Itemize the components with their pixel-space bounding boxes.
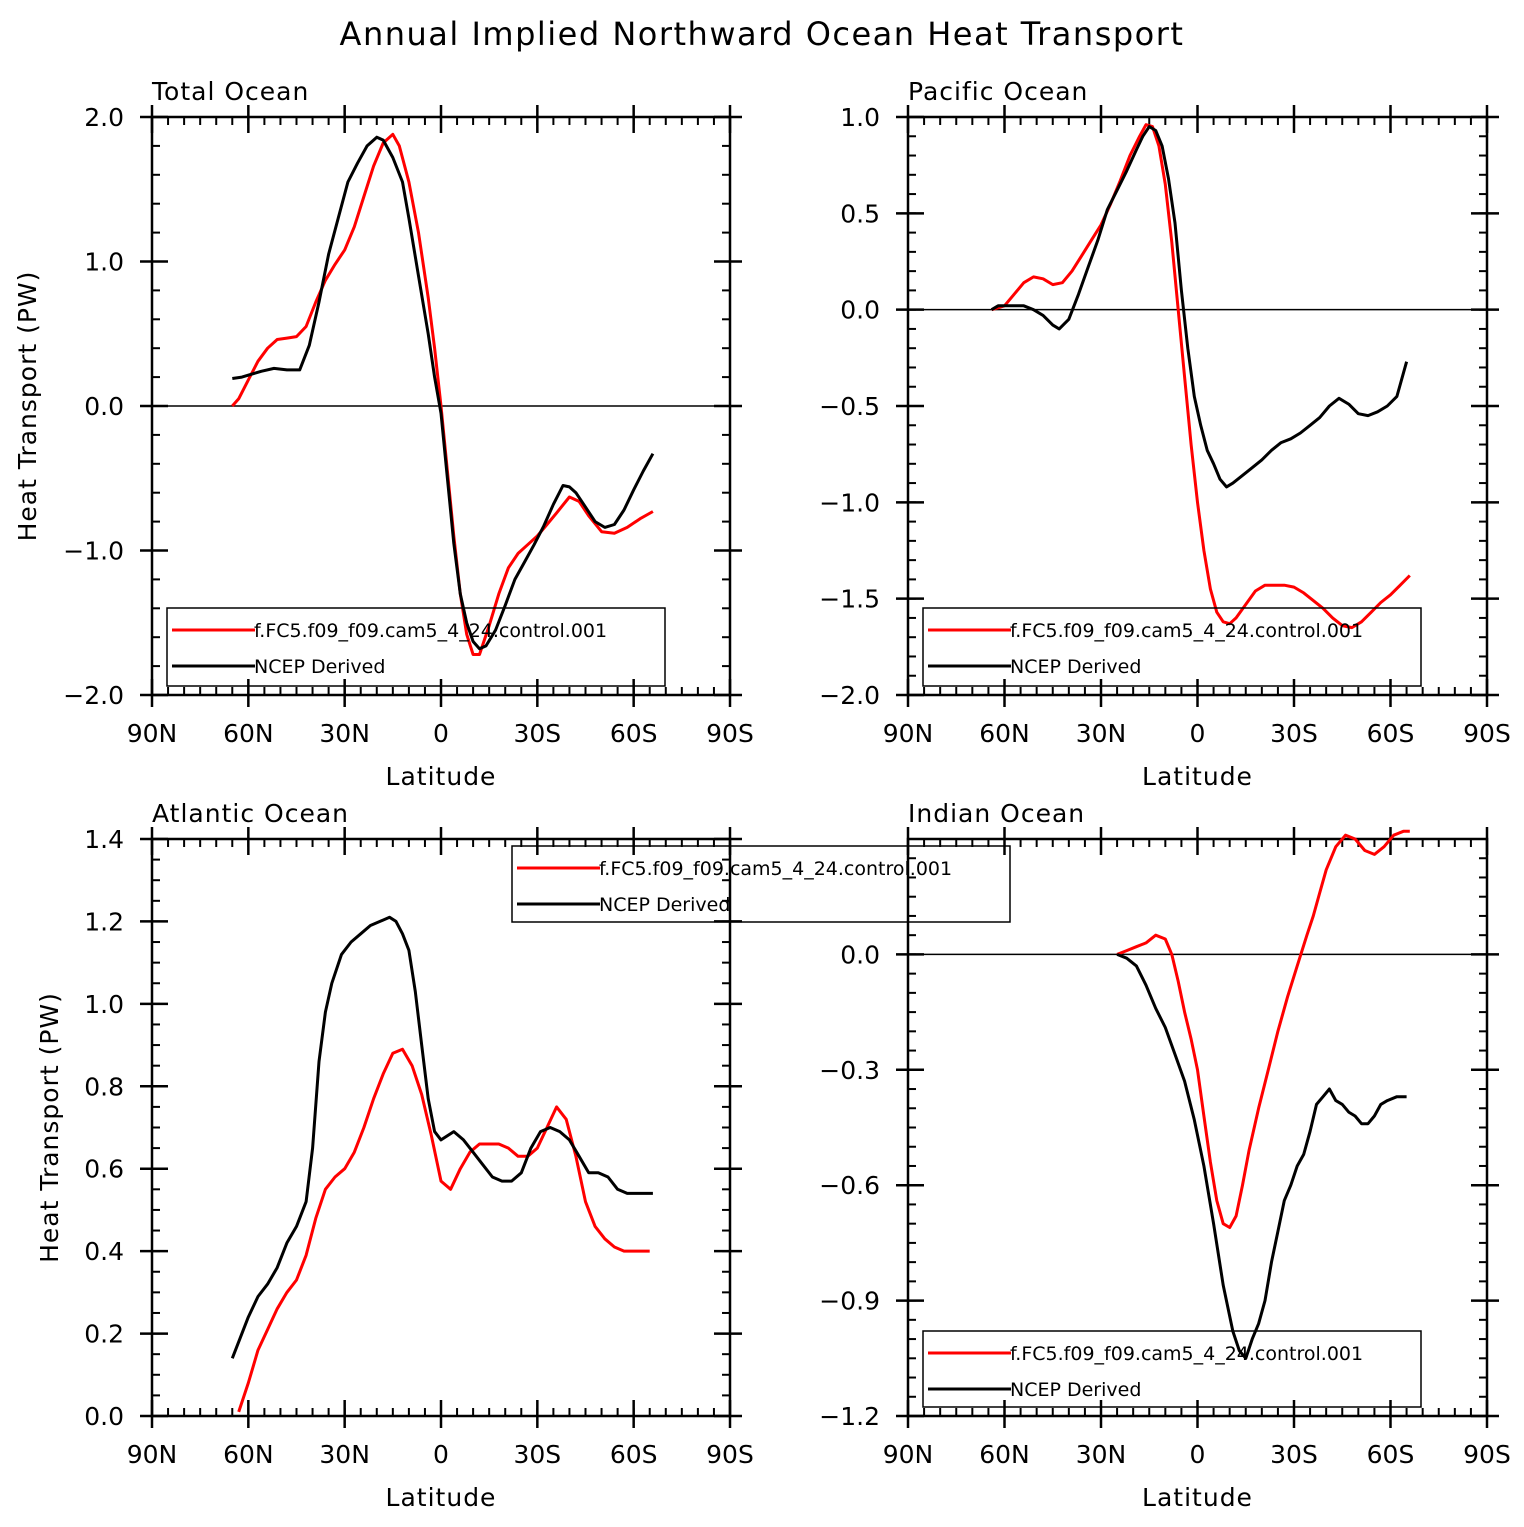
x-axis-label: Latitude [1142, 762, 1253, 791]
y-tick-label: 1.0 [84, 990, 124, 1019]
y-tick-label: −2.0 [63, 681, 124, 710]
x-tick-label: 90S [1463, 719, 1511, 748]
x-axis-label: Latitude [1142, 1483, 1253, 1512]
x-tick-label: 60S [610, 719, 658, 748]
y-tick-label: 0.0 [840, 296, 880, 325]
legend-box [166, 607, 666, 687]
y-tick-label: −1.0 [63, 537, 124, 566]
figure-title: Annual Implied Northward Ocean Heat Tran… [340, 15, 1185, 53]
y-tick-label: 0.5 [840, 199, 880, 228]
y-tick-label: −1.0 [819, 488, 880, 517]
series-line-ncep [230, 915, 653, 1359]
plot-frame [906, 837, 1489, 1418]
panel-title: Atlantic Ocean [152, 799, 349, 828]
y-tick-label: −0.9 [819, 1287, 880, 1316]
panel-title: Total Ocean [151, 77, 309, 106]
y-tick-label: 1.0 [84, 248, 124, 277]
legend: f.FC5.f09_f09.cam5_4_24.control.001 NCEP … [922, 607, 1422, 687]
series-line-ncep [1116, 953, 1407, 1360]
x-axis-label: Latitude [386, 1483, 497, 1512]
legend-box [922, 607, 1422, 687]
x-tick-label: 90N [883, 1440, 934, 1469]
y-tick-label: 0.0 [84, 1402, 124, 1431]
panel-total-ocean: −2.0 −1.0 0.0 1.0 2.0 90N 60N 30N 0 30S 60S 90S Tota… [13, 77, 754, 791]
panel-atlantic-ocean: 0.0 0.2 0.4 0.6 0.8 1.0 1.2 1.4 90N 60N 30N 0 30S 60S… [35, 799, 1011, 1512]
x-tick-label: 60N [979, 1440, 1030, 1469]
legend-box [922, 1330, 1422, 1408]
y-tick-label: −1.5 [819, 585, 880, 614]
x-tick-label: 60N [223, 1440, 274, 1469]
series-line-model [237, 1047, 650, 1413]
y-tick-label: 0.0 [84, 392, 124, 421]
x-tick-label: 30N [319, 719, 370, 748]
x-tick-label: 30N [319, 1440, 370, 1469]
x-tick-label: 0 [433, 1440, 449, 1469]
x-tick-label: 0 [1190, 1440, 1206, 1469]
x-tick-label: 90N [127, 1440, 178, 1469]
legend-label: NCEP Derived [599, 894, 730, 916]
x-tick-label: 90N [883, 719, 934, 748]
series-line-ncep [232, 135, 655, 651]
x-tick-label: 0 [1190, 719, 1206, 748]
y-tick-label: 1.0 [840, 103, 880, 132]
legend-label: f.FC5.f09_f09.cam5_4_24.control.001 [254, 620, 607, 642]
x-tick-label: 90S [706, 719, 754, 748]
panel-title: Pacific Ocean [908, 77, 1088, 106]
x-tick-label: 60S [610, 1440, 658, 1469]
panel-pacific-ocean: −2.0 −1.5 −1.0 −0.5 0.0 0.5 1.0 90N 60N 30N 0 30S 60… [819, 77, 1511, 791]
legend-label: f.FC5.f09_f09.cam5_4_24.control.001 [1010, 620, 1363, 642]
legend-label: NCEP Derived [1010, 656, 1141, 678]
y-tick-label: −1.2 [819, 1402, 880, 1431]
y-axis-label: Heat Transport (PW) [13, 271, 42, 542]
y-tick-label: 2.0 [84, 103, 124, 132]
x-tick-label: 0 [433, 719, 449, 748]
legend: f.FC5.f09_f09.cam5_4_24.control.001 NCEP … [511, 845, 1011, 923]
x-tick-label: 60S [1367, 719, 1415, 748]
y-tick-label: 0.6 [84, 1155, 124, 1184]
x-tick-label: 30S [1270, 1440, 1318, 1469]
legend-label: NCEP Derived [254, 656, 385, 678]
y-axis-label: Heat Transport (PW) [35, 992, 64, 1263]
y-tick-label: 0.8 [84, 1072, 124, 1101]
y-tick-label: −0.5 [819, 392, 880, 421]
legend: f.FC5.f09_f09.cam5_4_24.control.001 NCEP … [922, 1330, 1422, 1408]
x-tick-label: 60N [979, 719, 1030, 748]
x-tick-label: 30N [1076, 1440, 1127, 1469]
y-tick-label: 0.2 [84, 1320, 124, 1349]
legend-label: f.FC5.f09_f09.cam5_4_24.control.001 [599, 858, 952, 880]
x-tick-label: 60S [1367, 1440, 1415, 1469]
series-line-ncep [990, 125, 1409, 489]
x-tick-label: 30S [1270, 719, 1318, 748]
panel-title: Indian Ocean [908, 799, 1085, 828]
x-tick-label: 90S [1463, 1440, 1511, 1469]
x-axis-label: Latitude [386, 762, 497, 791]
x-tick-label: 90S [706, 1440, 754, 1469]
legend-label: f.FC5.f09_f09.cam5_4_24.control.001 [1010, 1343, 1363, 1365]
y-tick-label: −2.0 [819, 681, 880, 710]
y-tick-label: 1.2 [84, 907, 124, 936]
x-tick-label: 90N [127, 719, 178, 748]
series-line-model [231, 132, 654, 656]
plot-frame [150, 837, 732, 1418]
legend-box [511, 845, 1011, 923]
series-line-model [991, 123, 1411, 630]
x-tick-label: 30S [513, 719, 561, 748]
x-tick-label: 60N [223, 719, 274, 748]
series-line-model [1116, 829, 1410, 1229]
x-tick-label: 30S [513, 1440, 561, 1469]
panel-indian-ocean: −1.2 −0.9 −0.6 −0.3 0.0 90N 60N 30N 0 30S 60S 90S In… [819, 799, 1511, 1512]
legend-label: NCEP Derived [1010, 1379, 1141, 1401]
y-tick-label: 0.0 [840, 940, 880, 969]
y-tick-label: 0.4 [84, 1237, 124, 1266]
y-tick-label: 1.4 [84, 825, 124, 854]
x-tick-label: 30N [1076, 719, 1127, 748]
y-tick-label: −0.3 [819, 1056, 880, 1085]
y-tick-label: −0.6 [819, 1171, 880, 1200]
legend: f.FC5.f09_f09.cam5_4_24.control.001 NCEP … [166, 607, 666, 687]
